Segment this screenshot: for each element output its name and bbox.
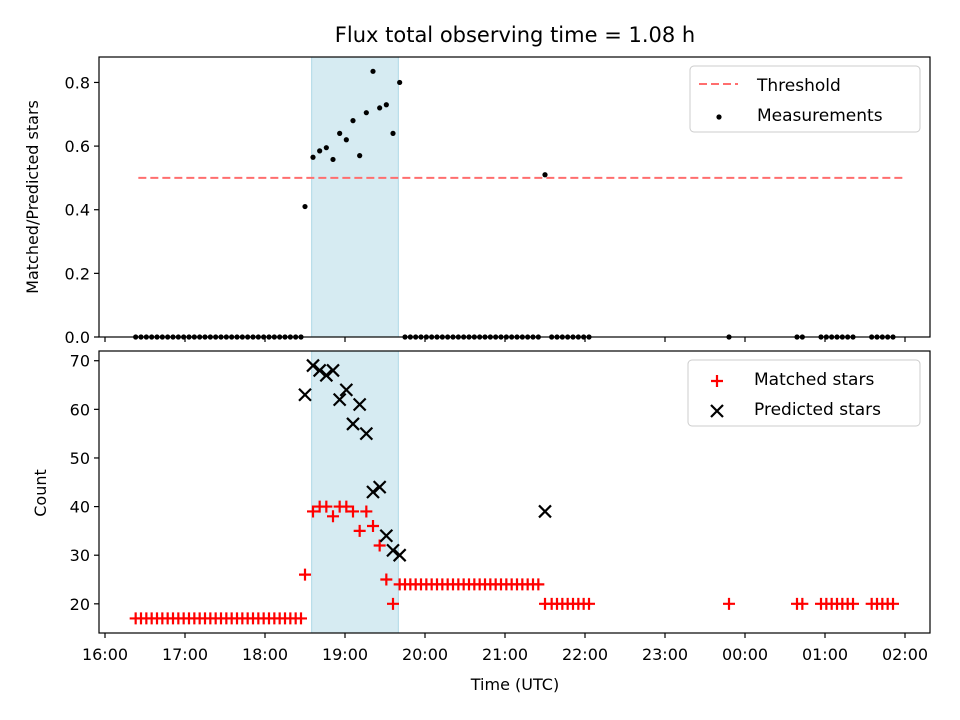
y-tick-label: 30 <box>70 546 90 565</box>
matched-point <box>353 524 366 537</box>
matched-point <box>320 500 333 513</box>
y-tick-label: 20 <box>70 595 90 614</box>
bottom-panel: Count Time (UTC) 20 30 40 50 60 70 16:00 17:00 1… <box>31 350 931 694</box>
x-tick-label: 00:00 <box>722 645 768 664</box>
predicted-point <box>392 548 407 562</box>
y-tick-label: 60 <box>70 400 90 419</box>
series-predicted-stars <box>298 358 552 562</box>
legend-label-predicted-stars: Predicted stars <box>754 400 881 420</box>
measurement-point <box>397 79 403 86</box>
x-tick-label: 19:00 <box>322 645 368 664</box>
predicted-point <box>538 504 552 519</box>
x-tick-label: 23:00 <box>642 645 688 664</box>
chart-title: Flux total observing time = 1.08 h <box>335 23 695 47</box>
y-tick-label: 0.0 <box>65 328 90 347</box>
measurement-point <box>370 68 376 74</box>
legend-label-matched-stars: Matched stars <box>754 370 874 390</box>
measurement-point <box>542 172 548 178</box>
matched-point <box>295 612 307 625</box>
matched-point <box>307 505 319 518</box>
measurement-point <box>330 156 336 163</box>
predicted-point <box>346 417 360 431</box>
measurement-point <box>323 145 329 151</box>
matched-point <box>380 573 393 586</box>
measurement-point <box>343 137 349 143</box>
matched-point <box>723 597 735 610</box>
matched-point <box>299 568 311 581</box>
matched-point <box>583 597 595 610</box>
matched-point <box>340 500 353 513</box>
predicted-point <box>359 426 374 441</box>
predicted-point <box>372 480 387 494</box>
measurement-point <box>377 105 383 111</box>
legend-predicted-swatch <box>710 404 724 418</box>
y-tick-label: 40 <box>70 498 90 517</box>
matched-point <box>532 578 545 591</box>
axes-frame <box>98 350 931 634</box>
matched-point <box>387 597 399 610</box>
top-panel: Matched/Predicted stars 0.0 0.2 0.4 0.6 0.8 T… <box>23 56 931 347</box>
matched-point <box>347 505 359 518</box>
matched-point <box>847 597 859 610</box>
y-tick-label: 70 <box>70 352 90 371</box>
predicted-point <box>366 485 380 499</box>
legend-label-threshold: Threshold <box>756 76 841 96</box>
measurement-point <box>337 130 343 136</box>
legend: Matched stars Predicted stars <box>687 359 921 427</box>
bottom-xlabel: Time (UTC) <box>470 675 559 694</box>
legend-measurement-swatch <box>716 114 722 120</box>
matched-point <box>360 505 373 518</box>
predicted-point <box>306 358 320 373</box>
predicted-point <box>298 387 312 402</box>
x-tick-label: 22:00 <box>562 645 608 664</box>
legend-box <box>687 359 921 427</box>
legend-box <box>689 65 921 133</box>
predicted-point <box>379 528 394 543</box>
matched-point <box>367 520 379 533</box>
measurement-point <box>350 118 356 124</box>
measurement-point <box>363 110 369 116</box>
highlight-span <box>311 56 399 338</box>
measurement-point <box>302 203 308 210</box>
predicted-point <box>386 543 400 558</box>
y-tick-label: 0.4 <box>65 201 90 220</box>
measurement-point <box>317 148 323 154</box>
y-tick-label: 0.6 <box>65 137 90 156</box>
legend-label-measurements: Measurements <box>757 106 883 126</box>
measurement-point <box>310 154 316 160</box>
x-tick-label: 01:00 <box>802 645 848 664</box>
matched-point <box>887 597 899 610</box>
x-tick-label: 16:00 <box>82 645 128 664</box>
predicted-point <box>352 397 367 412</box>
x-tick-label: 21:00 <box>482 645 528 664</box>
matched-point <box>327 510 339 523</box>
bottom-ylabel: Count <box>31 469 50 517</box>
measurement-point <box>357 153 363 159</box>
y-tick-label: 0.2 <box>65 264 90 283</box>
y-tick-label: 0.8 <box>65 73 90 92</box>
predicted-point <box>339 383 354 397</box>
predicted-point <box>326 363 340 378</box>
x-tick-label: 20:00 <box>402 645 448 664</box>
matched-point <box>373 539 386 552</box>
predicted-point <box>332 392 347 407</box>
top-ylabel: Matched/Predicted stars <box>23 100 42 294</box>
predicted-point <box>319 368 334 383</box>
legend: Threshold Measurements <box>689 65 921 133</box>
legend-matched-swatch <box>711 375 723 387</box>
predicted-point <box>312 363 327 378</box>
axes-frame <box>98 56 931 338</box>
x-tick-label: 17:00 <box>162 645 208 664</box>
matched-point <box>796 597 809 610</box>
x-tick-label: 02:00 <box>882 645 928 664</box>
measurement-point <box>390 130 396 136</box>
measurement-point <box>383 102 389 108</box>
series-matched-stars <box>129 500 899 625</box>
y-tick-label: 50 <box>70 449 90 468</box>
x-tick-label: 18:00 <box>242 645 288 664</box>
